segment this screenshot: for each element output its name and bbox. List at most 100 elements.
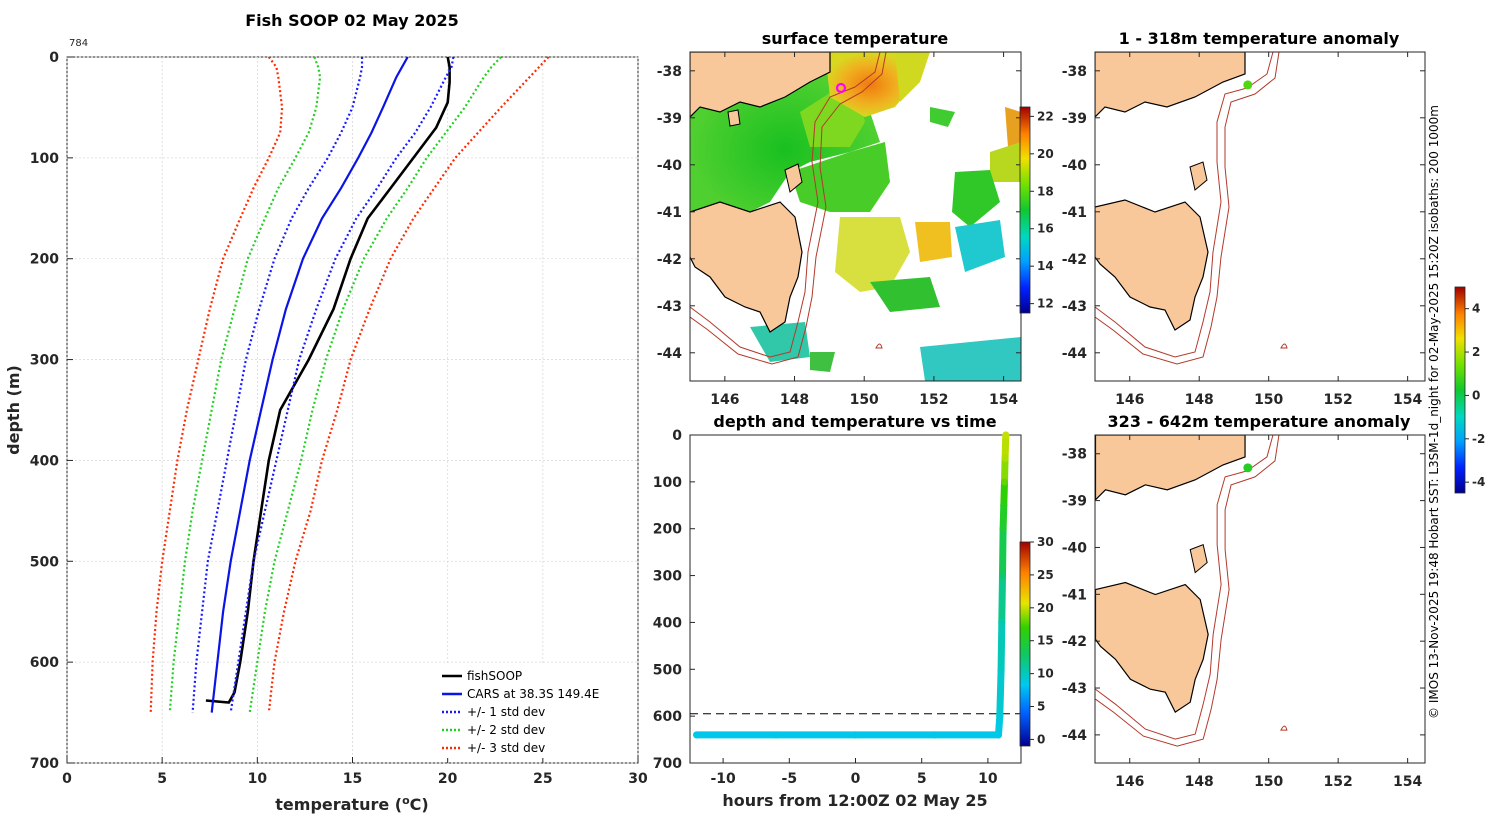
anomaly-lower-title: 323 - 642m temperature anomaly — [1108, 412, 1411, 431]
ts-point — [998, 618, 1006, 626]
ts-track-segment — [999, 501, 1008, 533]
map-ytick-label: -38 — [657, 64, 682, 80]
anom-lower-tasmania — [1095, 581, 1209, 714]
map-xtick-label: 154 — [1393, 392, 1422, 408]
colorbar-tick-label: 20 — [1037, 147, 1054, 161]
colorbar-tick-label: 30 — [1037, 535, 1054, 549]
sst-patch-mid-3 — [915, 222, 952, 262]
colorbar-tick-label: 0 — [1037, 732, 1045, 746]
legend-label: fishSOOP — [467, 669, 522, 683]
profile-ylabel: depth (m) — [4, 365, 23, 455]
ts-ytick-label: 500 — [653, 662, 682, 678]
std2-line-upper — [248, 56, 502, 713]
colorbar-tick-label: 10 — [1037, 667, 1054, 681]
ts-point — [995, 731, 1002, 739]
colorbar-tick-label: 20 — [1037, 601, 1054, 615]
anom-upper-flinders — [1189, 161, 1208, 191]
std3-line-lower — [149, 56, 284, 713]
ts-point — [852, 731, 859, 739]
map-xtick-label: 152 — [1324, 774, 1353, 790]
ts-ytick-label: 100 — [653, 475, 682, 491]
colorbar-tick-label: 15 — [1037, 634, 1054, 648]
map-xtick-label: 146 — [1115, 392, 1144, 408]
map-ytick-label: -39 — [1062, 111, 1087, 127]
legend-label: +/- 3 std dev — [467, 741, 545, 755]
anomaly-lower-axes — [1094, 434, 1426, 764]
profile-xtick-label: 0 — [62, 771, 72, 787]
sst-patch-south-2 — [810, 352, 835, 372]
sst-seamount — [875, 343, 883, 349]
ts-track-segment — [1000, 478, 1008, 509]
timeseries-xlabel: hours from 12:00Z 02 May 25 — [722, 791, 987, 810]
ts-track-segment — [996, 665, 1005, 720]
tasmania — [690, 201, 803, 333]
ts-point — [1000, 501, 1008, 509]
map-ytick-label: -42 — [1062, 634, 1087, 650]
ts-track-segment — [1001, 454, 1009, 486]
map-ytick-label: -38 — [1062, 64, 1087, 80]
ts-point — [999, 572, 1006, 580]
map-xtick-label: 150 — [850, 392, 879, 408]
fishsoop-line — [205, 56, 451, 704]
ts-track-segment — [999, 525, 1007, 580]
cars-line — [210, 56, 409, 713]
profile-ytick-label: 700 — [30, 756, 59, 772]
ts-ytick-label: 0 — [672, 428, 682, 444]
credit-line: © IMOS 13-Nov-2025 19:48 Hobart SST: L3S… — [1427, 105, 1441, 719]
colorbar-tick-label: 22 — [1037, 109, 1054, 123]
std3-line-upper — [267, 56, 550, 713]
profile-xlabel: temperature (oC) — [275, 794, 428, 814]
sst-marker — [835, 82, 847, 94]
ts-point — [693, 731, 701, 739]
timeseries-axes — [689, 434, 1022, 764]
legend-label: +/- 1 std dev — [467, 705, 545, 719]
map-ytick-label: -38 — [1062, 447, 1087, 463]
profile-xtick-label: 25 — [533, 771, 552, 787]
anom-lower-mainland — [1095, 435, 1246, 502]
colorbar-tick-label: 16 — [1037, 222, 1054, 236]
king-island — [727, 109, 741, 127]
ts-xtick-label: -10 — [710, 771, 736, 787]
std2-line-lower — [168, 56, 322, 713]
map-ytick-label: -41 — [657, 205, 682, 221]
sst-colorbar — [1019, 106, 1031, 314]
ts-point — [772, 731, 780, 739]
sst-map-title: surface temperature — [762, 29, 949, 48]
profile-corner-label: 784 — [69, 38, 88, 49]
map-ytick-label: -44 — [657, 346, 683, 362]
anomaly-upper-point — [1243, 80, 1253, 90]
ts-ytick-label: 200 — [653, 522, 682, 538]
sst-patch-mid-4 — [870, 277, 940, 312]
ts-point — [996, 712, 1004, 720]
ts-point — [1001, 478, 1008, 486]
flinders-island — [784, 163, 803, 193]
map-xtick-label: 150 — [1254, 392, 1283, 408]
std1-line-lower — [191, 57, 364, 713]
ts-point — [1001, 454, 1009, 462]
profile-ytick-label: 200 — [30, 252, 59, 268]
ts-xtick-label: 10 — [978, 771, 998, 787]
anomaly-upper-title: 1 - 318m temperature anomaly — [1119, 29, 1400, 48]
sst-patch-cyan-1 — [955, 220, 1005, 272]
profile-title: Fish SOOP 02 May 2025 — [245, 11, 459, 30]
sst-land — [690, 52, 831, 333]
sst-patch-bass-strait — [790, 142, 890, 212]
legend-label: +/- 2 std dev — [467, 723, 545, 737]
profile-xtick-label: 10 — [248, 771, 268, 787]
colorbar-tick-label: 0 — [1472, 388, 1480, 402]
map-ytick-label: -44 — [1062, 728, 1088, 744]
map-xtick-label: 146 — [710, 392, 739, 408]
map-ytick-label: -42 — [1062, 252, 1087, 268]
profile-xtick-label: 15 — [343, 771, 362, 787]
map-ytick-label: -41 — [1062, 205, 1087, 221]
colorbar-tick-label: 25 — [1037, 568, 1054, 582]
map-ytick-label: -44 — [1062, 346, 1088, 362]
ts-ytick-label: 300 — [653, 569, 682, 585]
legend-label: CARS at 38.3S 149.4E — [467, 687, 599, 701]
map-xtick-label: 154 — [989, 392, 1018, 408]
time-colorbar — [1019, 541, 1031, 747]
colorbar-tick-label: 18 — [1037, 184, 1054, 198]
timeseries-panel: depth and temperature vs time 0100200300… — [653, 412, 1054, 810]
map-xtick-label: 148 — [780, 392, 809, 408]
anom-lower-flinders — [1189, 543, 1208, 574]
